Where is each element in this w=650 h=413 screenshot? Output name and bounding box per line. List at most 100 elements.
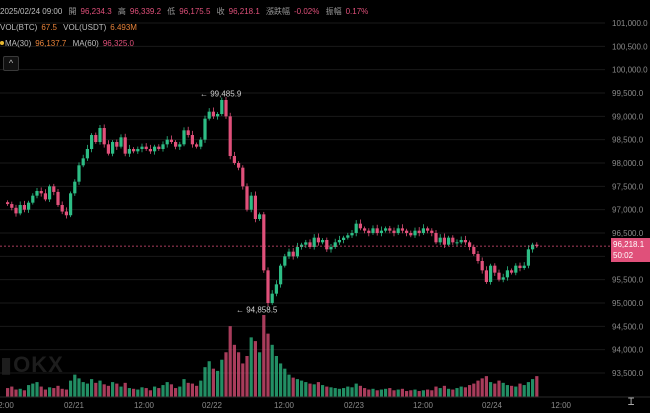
volume-bar xyxy=(472,383,476,397)
candle-body xyxy=(94,135,98,142)
volume-bar xyxy=(442,385,446,397)
volume-bar xyxy=(279,363,283,397)
close-value: 96,218.1 xyxy=(228,7,260,16)
volume-bar xyxy=(148,390,152,397)
candle-body xyxy=(77,165,81,182)
volume-bar xyxy=(316,382,320,397)
volume-bar xyxy=(73,374,77,397)
candle-body xyxy=(64,211,68,216)
candle-body xyxy=(90,135,94,149)
text-cursor-icon[interactable]: Ꮖ xyxy=(628,397,635,408)
candle-body xyxy=(413,230,417,236)
last-price-tag: 96,218.1 50:02 xyxy=(611,238,650,262)
y-tick-label: 95,500.0 xyxy=(612,276,644,285)
volume-bar xyxy=(258,352,262,397)
vol-usdt-label: VOL(USDT) xyxy=(63,23,107,32)
candle-body xyxy=(6,202,10,205)
low-annotation: ← 94,858.5 xyxy=(236,306,278,315)
volume-bar xyxy=(346,386,350,397)
volume-bar xyxy=(375,390,379,397)
candle-body xyxy=(241,167,245,187)
volume-bar xyxy=(211,368,215,397)
candle-body xyxy=(375,228,379,233)
candle-body xyxy=(497,272,501,280)
volume-bar xyxy=(144,388,148,397)
low-value: 96,175.5 xyxy=(179,7,211,16)
candle-body xyxy=(178,144,182,147)
volume-bar xyxy=(266,333,270,397)
candle-body xyxy=(274,284,278,294)
candle-body xyxy=(195,144,199,147)
x-tick-label: 12:00 xyxy=(551,401,572,410)
volume-bar xyxy=(300,380,304,397)
candle-body xyxy=(367,230,371,233)
candle-body xyxy=(308,242,312,247)
ma30-label: MA(30) xyxy=(5,39,32,48)
candle-body xyxy=(119,137,123,147)
open-label: 開 xyxy=(68,7,77,16)
candle-body xyxy=(98,128,102,142)
candle-body xyxy=(207,111,211,119)
volume-bar xyxy=(287,374,291,397)
x-tick-label: 12:00 xyxy=(134,401,155,410)
volume-bar xyxy=(333,388,337,397)
candle-body xyxy=(316,237,320,243)
candle-body xyxy=(174,142,178,147)
candle-body xyxy=(434,233,438,243)
candle-body xyxy=(522,265,526,268)
y-tick-label: 94,500.0 xyxy=(612,322,644,331)
candle-body xyxy=(493,265,497,273)
candle-body xyxy=(447,237,451,245)
candle-body xyxy=(161,144,165,149)
candle-body xyxy=(531,244,535,250)
candle-body xyxy=(518,265,522,268)
candle-body xyxy=(342,237,346,240)
candle-body xyxy=(325,240,329,250)
candle-body xyxy=(321,240,325,243)
candle-body xyxy=(270,293,274,303)
volume-bar xyxy=(81,382,85,397)
open-value: 96,234.3 xyxy=(80,7,112,16)
volume-bar xyxy=(157,388,161,397)
exchange-watermark: ▮OKX xyxy=(0,352,64,377)
candle-body xyxy=(35,191,39,196)
candle-body xyxy=(400,228,404,231)
close-label: 收 xyxy=(216,7,225,16)
candle-body xyxy=(60,205,64,212)
collapse-indicators-button[interactable]: ^ xyxy=(3,56,19,71)
x-tick-label: 02/21 xyxy=(64,401,85,410)
x-tick-label: 12:00 xyxy=(413,401,434,410)
volume-bar xyxy=(484,376,488,397)
volume-bar xyxy=(241,363,245,397)
y-tick-label: 98,000.0 xyxy=(612,159,644,168)
volume-bar xyxy=(43,389,47,397)
last-price-value: 96,218.1 xyxy=(613,240,645,249)
candle-body xyxy=(232,156,236,163)
candle-body xyxy=(224,100,228,117)
vol-usdt-value: 6.493M xyxy=(110,23,137,32)
candle-body xyxy=(535,244,539,247)
candle-body xyxy=(148,149,152,152)
candles xyxy=(6,97,539,307)
candle-body xyxy=(165,139,169,145)
candle-body xyxy=(237,163,241,168)
candle-body xyxy=(43,193,47,200)
volume-bar xyxy=(468,385,472,397)
volume-bar xyxy=(358,385,362,397)
volume-bar xyxy=(39,386,43,397)
volume-bar xyxy=(199,380,203,397)
y-tick-label: 93,500.0 xyxy=(612,369,644,378)
candle-body xyxy=(384,228,388,231)
volume-bar xyxy=(274,356,278,397)
volume-bar xyxy=(140,387,144,397)
candle-body xyxy=(136,149,140,152)
volume-bar xyxy=(190,383,194,397)
volume-bar xyxy=(31,383,35,397)
volume-bar xyxy=(48,387,52,397)
candle-body xyxy=(14,207,18,214)
ohlc-row: 2025/02/24 09:00 開 96,234.3 高 96,339.2 低 96… xyxy=(0,6,372,17)
volume-bar xyxy=(489,382,493,397)
volume-bar xyxy=(384,388,388,397)
volume-bar xyxy=(111,382,115,397)
